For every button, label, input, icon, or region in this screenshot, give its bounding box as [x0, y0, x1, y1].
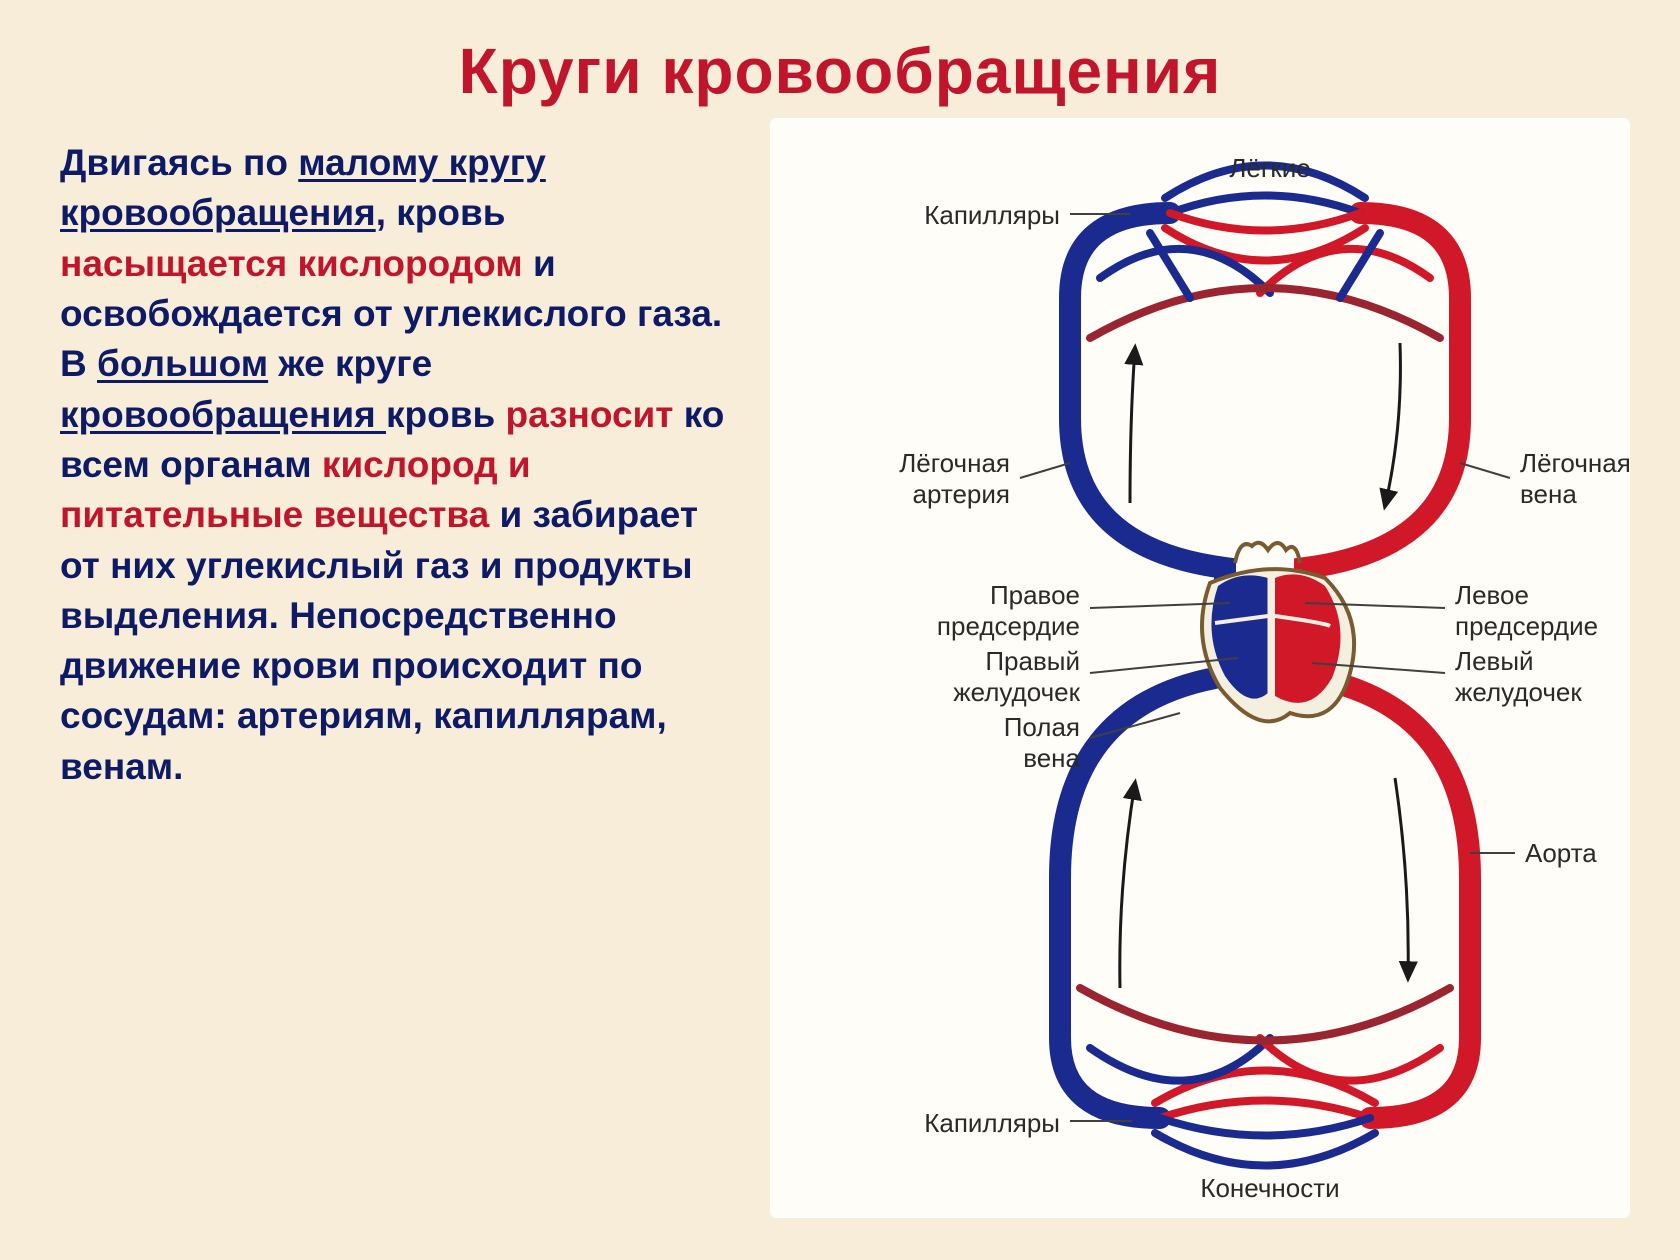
text-seg: и забирает от них углекислый газ и проду… — [60, 494, 698, 787]
label-line: желудочек — [953, 677, 1080, 707]
label-left-vent: Левый желудочек — [1455, 646, 1582, 708]
description-text: Двигаясь по малому кругу кровообращения,… — [60, 128, 740, 1218]
circulation-diagram: Лёгкие Капилляры Лёгочная артерия Лёгочн… — [770, 118, 1630, 1218]
text-seg: В — [60, 343, 97, 384]
label-pulm-vein: Лёгочная вена — [1520, 448, 1631, 510]
text-underline-circulation: кровообращения — [60, 394, 386, 435]
label-line: Лёгочная — [899, 448, 1010, 478]
body-capillaries — [1080, 988, 1450, 1166]
text-red-oxygen: насыщается кислородом — [60, 243, 523, 284]
label-line: предсердие — [1455, 611, 1598, 641]
text-underline-big: большом — [97, 343, 268, 384]
content-row: Двигаясь по малому кругу кровообращения,… — [0, 108, 1680, 1218]
label-line: Правое — [990, 580, 1080, 610]
label-pulm-artery: Лёгочная артерия — [870, 448, 1010, 510]
page-title: Круги кровообращения — [0, 0, 1680, 108]
label-left-atrium: Левое предсердие — [1455, 580, 1598, 642]
label-right-vent: Правый желудочек — [900, 646, 1080, 708]
text-seg: , кровь — [376, 192, 506, 233]
text-seg: же круге — [268, 343, 432, 384]
label-line: предсердие — [937, 611, 1080, 641]
pulmonary-vein — [1305, 213, 1460, 608]
label-line: артерия — [913, 479, 1011, 509]
lung-capillaries — [1090, 166, 1440, 339]
label-line: Левое — [1455, 580, 1529, 610]
label-line: вена — [1520, 479, 1577, 509]
label-extremities: Конечности — [1200, 1173, 1339, 1204]
label-capillaries-top: Капилляры — [920, 200, 1060, 231]
label-capillaries-bot: Капилляры — [920, 1108, 1060, 1139]
label-line: Правый — [985, 646, 1080, 676]
label-right-atrium: Правое предсердие — [900, 580, 1080, 642]
aorta — [1315, 678, 1470, 1118]
text-seg: Двигаясь по — [60, 142, 298, 183]
text-red-distributes: разносит — [505, 394, 673, 435]
label-line: Левый — [1455, 646, 1534, 676]
vena-cava — [1060, 678, 1215, 1118]
label-line: Лёгочная — [1520, 448, 1631, 478]
label-lungs: Лёгкие — [1229, 153, 1310, 184]
label-aorta: Аорта — [1525, 838, 1597, 869]
label-line: вена — [1023, 743, 1080, 773]
label-vena-cava: Полая вена — [900, 712, 1080, 774]
pulmonary-artery — [1070, 213, 1225, 608]
label-line: Полая — [1004, 712, 1080, 742]
label-line: желудочек — [1455, 677, 1582, 707]
text-seg: кровь — [386, 394, 506, 435]
